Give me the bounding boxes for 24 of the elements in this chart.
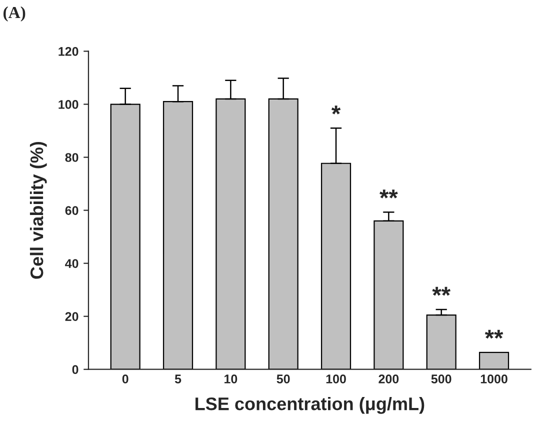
x-tick-label: 10 [224, 374, 238, 384]
x-tick-label: 0 [122, 374, 128, 384]
x-tick-label: 200 [378, 374, 399, 384]
x-tick-label: 1000 [480, 374, 508, 384]
text: (A) [3, 6, 26, 22]
y-tick-label: 40 [65, 259, 78, 268]
annotation: ** [380, 190, 398, 198]
annotation: ** [432, 286, 451, 296]
y-tick-label: 20 [65, 312, 78, 321]
x-tick-label: 100 [326, 374, 346, 384]
bar [426, 314, 456, 370]
x-tick-label: 5 [174, 374, 182, 384]
annotation: * [331, 106, 341, 114]
y-tick-label: 0 [72, 365, 78, 374]
bar [478, 352, 510, 370]
y-axis-title: Cell viability (%) [30, 142, 47, 279]
x-tick-label: 50 [276, 374, 290, 384]
annotation: ** [484, 330, 504, 339]
y-tick-label: 80 [65, 153, 78, 162]
x-axis-title: LSE concentration (μg/mL) [196, 396, 424, 414]
y-tick-label: 120 [58, 47, 78, 56]
x-tick-label: 500 [431, 374, 452, 384]
y-tick-label: 60 [65, 206, 78, 215]
y-tick-label: 100 [58, 100, 78, 109]
